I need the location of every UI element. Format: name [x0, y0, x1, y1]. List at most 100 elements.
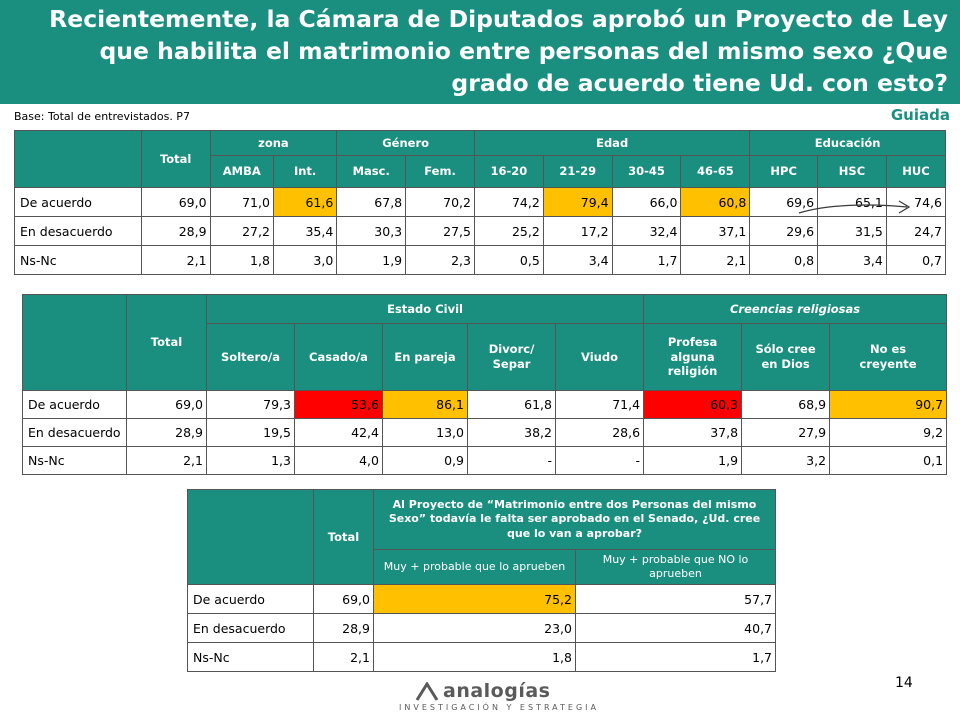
title-bar: Recientemente, la Cámara de Diputados ap… — [0, 0, 960, 104]
table-cell: 13,0 — [382, 418, 468, 447]
table-civil-religion: Total Estado Civil Creencias religiosas … — [22, 294, 948, 475]
arrow-annotation-icon — [798, 200, 911, 214]
table-cell: - — [554, 446, 645, 475]
analogias-logo: analogías INVESTIGACIÓN Y ESTRATEGIA — [395, 680, 596, 716]
slide-title: Recientemente, la Cámara de Diputados ap… — [49, 5, 948, 97]
subheader-cell: Soltero/a — [206, 323, 295, 391]
table-cell: 0,7 — [885, 245, 947, 275]
row-label: En desacuerdo — [14, 216, 142, 246]
subheader-cell: Fem. — [405, 155, 475, 188]
table-cell: 70,2 — [405, 187, 475, 217]
subheader-cell: 21-29 — [542, 155, 613, 188]
table-cell: 3,0 — [272, 245, 338, 275]
table-row: En desacuerdo 28,9 19,5 42,4 13,0 38,2 2… — [22, 418, 948, 447]
table-cell: 66,0 — [611, 187, 682, 217]
header-blank-cell — [187, 489, 314, 585]
table-cell: 9,2 — [829, 418, 948, 447]
table-row: Ns-Nc 2,1 1,3 4,0 0,9 - - 1,9 3,2 0,1 — [22, 446, 948, 475]
table-cell: 3,4 — [542, 245, 613, 275]
table-cell: 30,3 — [336, 216, 407, 246]
table-cell: - — [467, 446, 556, 475]
table-cell: 28,9 — [126, 418, 207, 447]
row-label: De acuerdo — [14, 187, 142, 217]
table-cell: 40,7 — [574, 613, 777, 643]
table-cell: 2,1 — [140, 245, 211, 275]
table-cell: 74,2 — [473, 187, 544, 217]
table-cell: 0,5 — [473, 245, 544, 275]
table-cell: 69,6 — [749, 187, 819, 217]
subheader-cell: No es creyente — [829, 323, 948, 391]
table-cell-highlight: 90,7 — [829, 390, 948, 419]
subheader-cell: Divorc/ Separ — [467, 323, 556, 391]
table-cell: 2,1 — [680, 245, 751, 275]
subheader-cell: Masc. — [336, 155, 407, 188]
table-cell: 74,6 — [885, 187, 947, 217]
header-group-creencias: Creencias religiosas — [643, 294, 948, 324]
table-cell: 79,3 — [206, 390, 295, 419]
row-label: Ns-Nc — [187, 642, 314, 672]
table-cell: 19,5 — [206, 418, 295, 447]
subheader-cell: Sólo cree en Dios — [741, 323, 831, 391]
table-cell: 4,0 — [294, 446, 383, 475]
row-label: En desacuerdo — [187, 613, 314, 643]
base-note: Base: Total de entrevistados. P7 — [14, 110, 190, 123]
header-group-zona: zona — [209, 130, 338, 156]
table-row: Ns-Nc 2,1 1,8 1,7 — [187, 642, 777, 672]
subheader-cell: HUC — [885, 155, 947, 188]
subheader-cell: Casado/a — [294, 323, 383, 391]
header-group-estado-civil: Estado Civil — [205, 294, 645, 324]
table-cell: 1,9 — [336, 245, 407, 275]
table-cell: 2,3 — [405, 245, 475, 275]
table-cell: 61,8 — [467, 390, 556, 419]
table-cell: 0,1 — [829, 446, 948, 475]
table-cell-highlight: 79,4 — [542, 187, 613, 217]
row-label: En desacuerdo — [22, 418, 127, 447]
subheader-cell: Int. — [272, 155, 338, 188]
table-cell: 29,6 — [749, 216, 819, 246]
table-cell: 1,3 — [206, 446, 295, 475]
table-cell: 69,0 — [126, 390, 207, 419]
table-cell: 3,2 — [741, 446, 831, 475]
table-cell: 24,7 — [885, 216, 947, 246]
table-cell: 35,4 — [272, 216, 338, 246]
header-total: Total — [140, 130, 211, 188]
table-cell: 71,0 — [209, 187, 274, 217]
header-total: Total — [313, 489, 374, 585]
header-question: Al Proyecto de “Matrimonio entre dos Per… — [372, 489, 777, 550]
table-row: De acuerdo 69,0 75,2 57,7 — [187, 584, 777, 614]
subheader-cell: Muy + probable que NO lo aprueben — [574, 549, 777, 585]
table-cell: 17,2 — [542, 216, 613, 246]
table-cell: 71,4 — [554, 390, 645, 419]
table-row: De acuerdo 69,0 79,3 53,6 86,1 61,8 71,4… — [22, 390, 948, 419]
table-cell-highlight: 53,6 — [294, 390, 383, 419]
table-cell-highlight: 60,8 — [680, 187, 751, 217]
logo-mark-icon — [415, 682, 439, 701]
logo-tagline: INVESTIGACIÓN Y ESTRATEGIA — [399, 703, 600, 712]
row-label: Ns-Nc — [22, 446, 127, 475]
subheader-cell: 30-45 — [611, 155, 682, 188]
row-label: De acuerdo — [22, 390, 127, 419]
header-total: Total — [126, 294, 207, 391]
table-cell-highlight: 75,2 — [373, 584, 576, 614]
table-demographics: Total zona Género Edad Educación AMBA In… — [14, 130, 947, 275]
row-label: Ns-Nc — [14, 245, 142, 275]
header-group-educacion: Educación — [749, 130, 946, 156]
table-cell: 1,8 — [373, 642, 576, 672]
table-cell-highlight: 86,1 — [382, 390, 468, 419]
table-cell: 32,4 — [611, 216, 682, 246]
table-cell: 0,8 — [749, 245, 819, 275]
table-cell: 57,7 — [574, 584, 777, 614]
table-cell: 1,9 — [643, 446, 743, 475]
subheader-cell: HPC — [749, 155, 819, 188]
guiada-label: Guiada — [890, 106, 950, 124]
table-cell: 28,6 — [554, 418, 645, 447]
logo-wordmark: analogías — [443, 680, 551, 702]
table-cell: 67,8 — [336, 187, 407, 217]
table-cell: 25,2 — [473, 216, 544, 246]
subheader-cell: 16-20 — [473, 155, 544, 188]
table-cell: 37,8 — [643, 418, 743, 447]
subheader-cell: 46-65 — [680, 155, 751, 188]
subheader-cell: AMBA — [209, 155, 274, 188]
table-cell: 27,9 — [741, 418, 831, 447]
header-group-genero: Género — [336, 130, 475, 156]
